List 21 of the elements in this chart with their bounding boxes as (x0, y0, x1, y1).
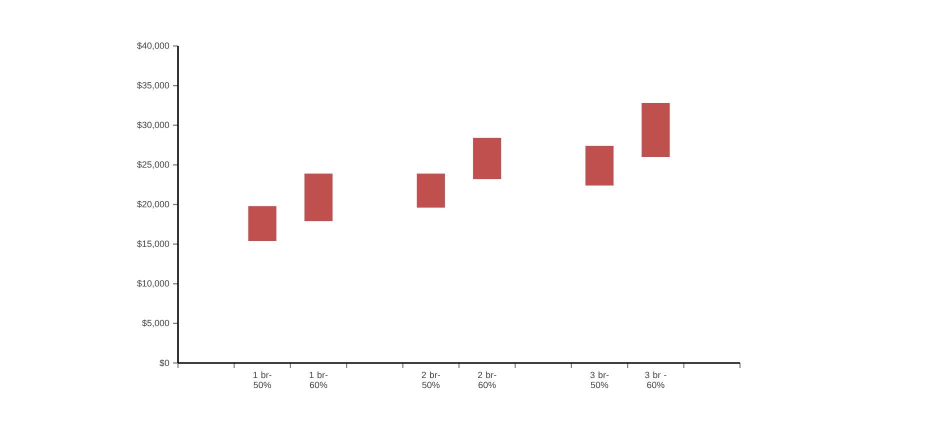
y-tick-label: $25,000 (137, 160, 170, 169)
bar (304, 174, 333, 222)
bar (642, 103, 670, 157)
bar (585, 146, 614, 186)
x-tick-label: 2 br- 60% (478, 372, 496, 388)
bar (248, 206, 276, 241)
y-tick-label: $40,000 (137, 42, 170, 50)
bar (416, 174, 445, 208)
x-tick-label: 3 br- 50% (590, 372, 609, 388)
x-tick-label: 3 br - 60% (645, 372, 666, 388)
y-tick-label: $0 (160, 359, 170, 367)
x-tick-label: 1 br- 50% (253, 372, 272, 388)
y-tick-label: $35,000 (137, 82, 170, 90)
y-tick-label: $15,000 (137, 240, 170, 248)
x-tick-label: 1 br- 60% (310, 372, 328, 388)
x-tick-label: 2 br- 50% (422, 372, 440, 388)
y-tick-label: $5,000 (142, 319, 170, 328)
bar (473, 138, 502, 180)
y-tick-label: $20,000 (137, 200, 170, 208)
y-tick-label: $30,000 (137, 121, 170, 130)
y-tick-label: $10,000 (137, 280, 170, 288)
